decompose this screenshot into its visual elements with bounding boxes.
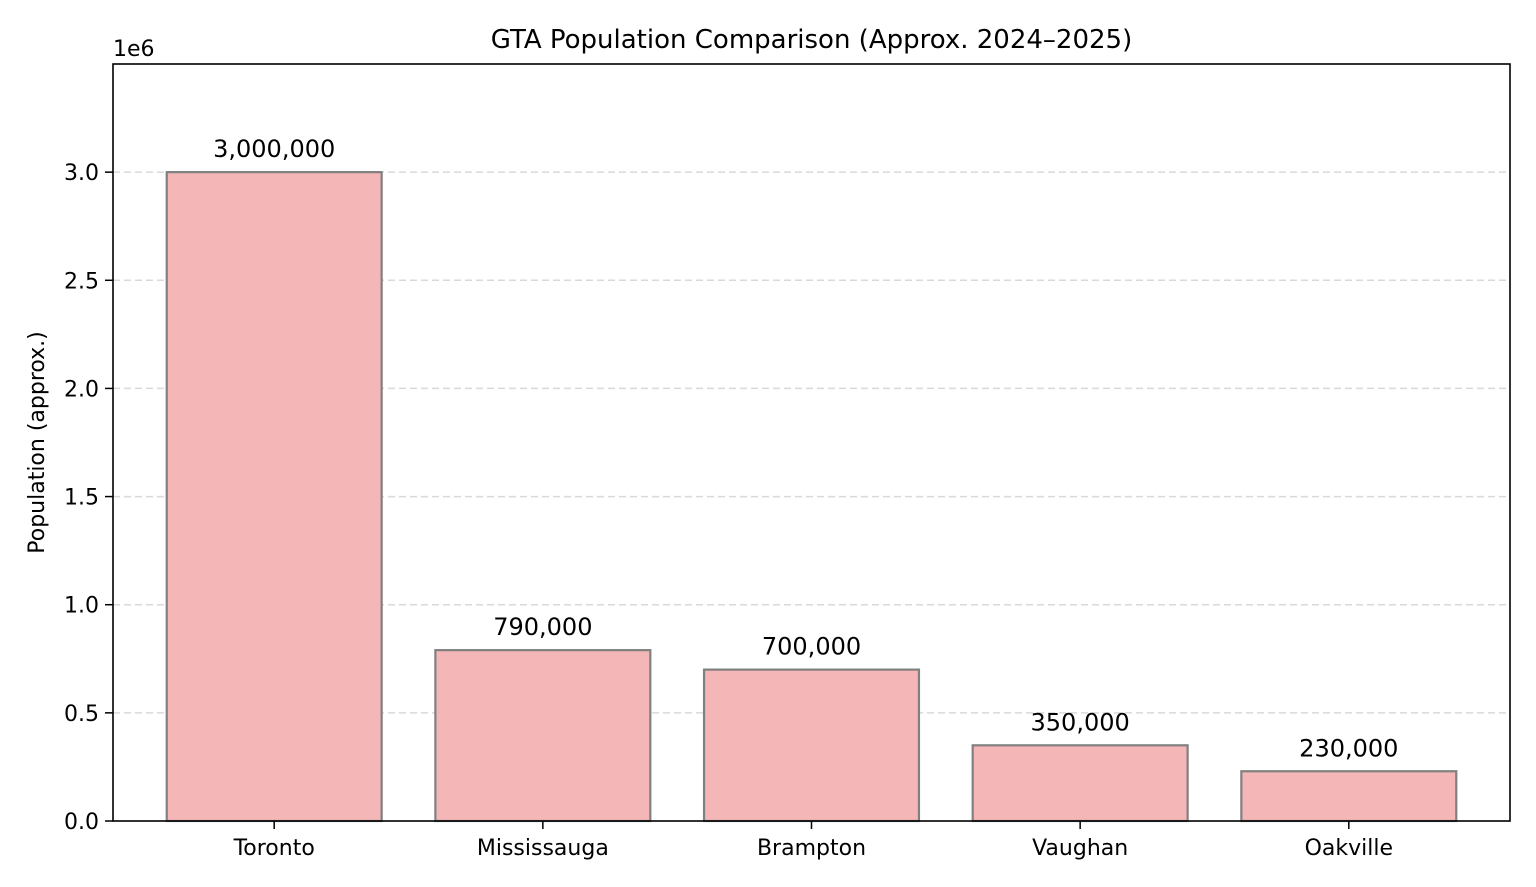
data-label: 700,000 <box>762 633 861 661</box>
data-label: 350,000 <box>1031 708 1130 736</box>
x-tick-label: Brampton <box>757 836 866 861</box>
y-tick-label: 2.0 <box>64 377 99 402</box>
bars <box>165 171 1458 823</box>
x-axis-ticks: Toronto Mississauga Brampton Vaughan Oakvill… <box>233 821 1393 861</box>
data-label: 3,000,000 <box>213 135 335 163</box>
y-tick-label: 3.0 <box>64 161 99 186</box>
data-label: 230,000 <box>1299 734 1398 762</box>
bar-vaughan <box>971 744 1189 823</box>
y-tick-label: 1.5 <box>64 486 99 511</box>
y-tick-label: 0.5 <box>64 702 99 727</box>
y-tick-label: 0.0 <box>64 810 99 835</box>
chart-title: GTA Population Comparison (Approx. 2024–… <box>491 25 1133 55</box>
y-tick-label: 1.0 <box>64 594 99 619</box>
x-tick-label: Mississauga <box>477 836 609 861</box>
data-labels: 3,000,000 790,000 700,000 350,000 230,000 <box>213 135 1398 762</box>
bar-mississauga <box>434 649 652 823</box>
bar-oakville <box>1240 770 1458 823</box>
y-tick-label: 2.5 <box>64 269 99 294</box>
y-axis-ticks: 0.0 0.5 1.0 1.5 2.0 2.5 3.0 <box>64 161 113 835</box>
data-label: 790,000 <box>493 613 592 641</box>
x-tick-label: Oakville <box>1305 836 1393 861</box>
x-tick-label: Toronto <box>233 836 315 861</box>
bar-brampton <box>702 668 921 823</box>
y-axis-offset-label: 1e6 <box>113 37 155 62</box>
y-axis-label: Population (approx.) <box>25 331 50 554</box>
x-tick-label: Vaughan <box>1032 836 1128 861</box>
bar-toronto <box>165 171 383 823</box>
